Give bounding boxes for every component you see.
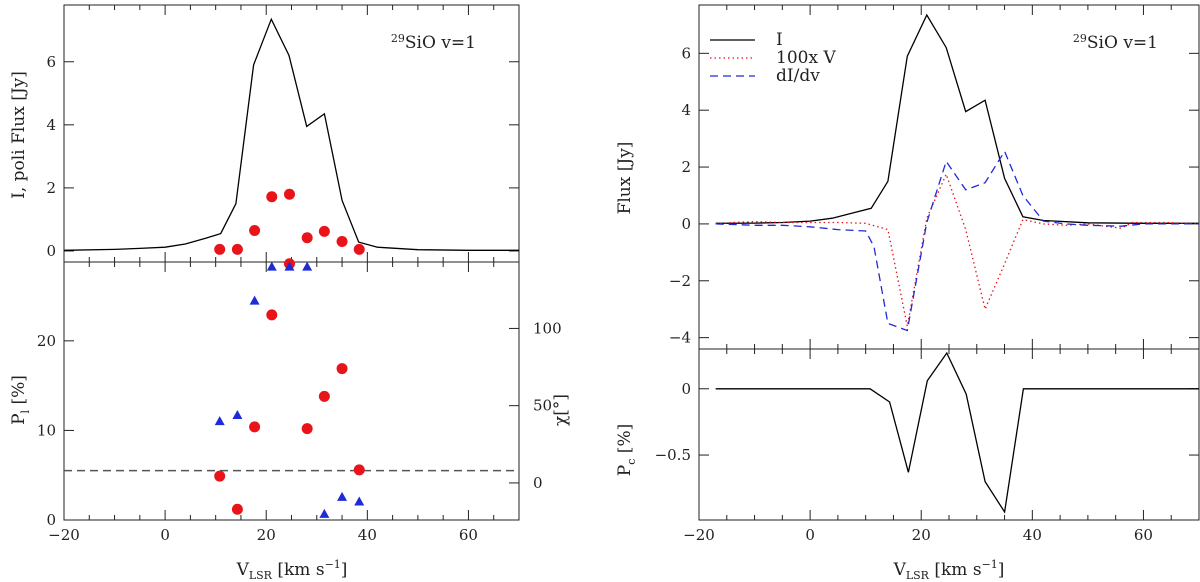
data-point: [301, 423, 313, 435]
y-tick-label: −2: [669, 272, 691, 290]
data-point: [249, 224, 261, 236]
x-tick-labels: −20 0 20 40 60: [683, 526, 1153, 544]
y-tick-label: 6: [681, 44, 691, 62]
y-tick-label: 0: [681, 380, 691, 398]
data-point: [353, 243, 365, 255]
series-line: [63, 17, 519, 251]
annotation: 29SiO v=1: [391, 32, 476, 53]
y-axis-label: I, poli Flux [Jy]: [9, 71, 29, 199]
x-tick-label: −20: [48, 526, 80, 544]
y2-tick-label: 100: [533, 319, 562, 337]
y-tick-labels: −0.5 0: [655, 380, 691, 464]
y2-tick-labels: 0 50 100: [533, 319, 562, 491]
y-axis-label: Pl [%]: [9, 375, 32, 425]
x-tick-label: 60: [1134, 526, 1153, 544]
y-tick-label: −4: [669, 329, 691, 347]
legend-label: 100x V: [776, 48, 836, 68]
data-point-triangle: [319, 508, 330, 518]
series-line: [715, 172, 1200, 327]
y-tick-label: 6: [46, 53, 56, 71]
axis-ticks: [698, 349, 1200, 520]
data-point-triangle: [214, 416, 225, 426]
series-line: [715, 351, 1199, 514]
x-tick-label: 20: [257, 526, 276, 544]
data-point: [214, 243, 226, 255]
data-point: [353, 464, 365, 476]
y2-tick-label: 50: [533, 397, 552, 415]
x-tick-label: 0: [160, 526, 170, 544]
data-point-triangle: [249, 295, 260, 305]
y-tick-label: 0: [681, 215, 691, 233]
y-tick-label: 2: [46, 179, 56, 197]
data-point-triangle: [232, 409, 243, 419]
y-tick-label: 10: [37, 421, 56, 439]
series-layer: [64, 258, 519, 518]
x-tick-label: 20: [912, 526, 931, 544]
data-point: [231, 243, 243, 255]
data-point: [266, 309, 278, 321]
data-point-triangle: [284, 261, 295, 271]
axis-ticks: [63, 5, 520, 262]
data-point-triangle: [337, 491, 348, 501]
y-tick-labels: −4 −2 0 2 4 6: [669, 44, 691, 346]
x-tick-label: 40: [1023, 526, 1042, 544]
plot-frame: [63, 261, 520, 521]
data-point: [301, 232, 313, 244]
x-tick-labels: −20 0 20 40 60: [48, 526, 478, 544]
y-axis-label: Flux [Jy]: [615, 142, 635, 215]
data-point: [336, 236, 348, 248]
series-layer: [63, 17, 519, 255]
plot-frame: [698, 348, 1200, 521]
data-point: [249, 421, 261, 433]
y-axis-label: Pc [%]: [615, 424, 638, 476]
data-point: [214, 470, 226, 482]
data-point: [283, 188, 295, 200]
data-point: [231, 503, 243, 515]
data-point: [318, 225, 330, 237]
x-tick-label: 0: [805, 526, 815, 544]
y-tick-labels: 0 10 20: [37, 332, 56, 529]
data-point-triangle: [354, 496, 365, 506]
x-axis-label: VLSR [km s−1]: [236, 558, 348, 582]
axis-ticks: [63, 262, 520, 521]
y-tick-label: 2: [681, 158, 691, 176]
panel-top-left: 0 2 4 6 29SiO v=1 I, poli Flux [Jy]: [9, 4, 520, 263]
y-tick-labels: 0 2 4 6: [46, 53, 56, 260]
annotation: 29SiO v=1: [1073, 32, 1158, 53]
y2-axis-label: χ[°]: [551, 394, 571, 426]
data-point-triangle: [302, 261, 313, 271]
series-line: [715, 149, 1199, 332]
y-tick-label: 0: [46, 242, 56, 260]
x-tick-label: 60: [459, 526, 478, 544]
series-layer: [715, 351, 1199, 514]
x-tick-label: 40: [358, 526, 377, 544]
data-point: [266, 191, 278, 203]
data-point: [336, 363, 348, 375]
y-tick-label: 20: [37, 332, 56, 350]
data-point: [318, 390, 330, 402]
y-tick-label: −0.5: [655, 446, 691, 464]
x-tick-label: −20: [683, 526, 715, 544]
y-tick-label: 0: [46, 511, 56, 529]
y2-tick-label: 0: [533, 474, 543, 492]
series-layer: [715, 13, 1200, 332]
x-axis-label: VLSR [km s−1]: [893, 558, 1005, 582]
legend-label: I: [776, 30, 783, 50]
legend-label: dI/dv: [776, 66, 820, 86]
panel-bottom-right: −0.5 0 −20 0 20 40 60 Pc [%] VLSR [km s−1]: [615, 348, 1200, 582]
y-tick-label: 4: [681, 101, 691, 119]
y-tick-label: 4: [46, 116, 56, 134]
data-point-triangle: [266, 261, 277, 271]
